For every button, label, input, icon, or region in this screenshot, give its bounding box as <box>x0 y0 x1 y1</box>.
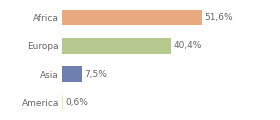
Text: 51,6%: 51,6% <box>204 13 233 22</box>
Bar <box>62 95 63 110</box>
Bar <box>62 38 171 54</box>
Text: 7,5%: 7,5% <box>84 70 107 79</box>
Bar <box>62 10 202 25</box>
Text: 0,6%: 0,6% <box>66 98 88 107</box>
Bar <box>62 66 82 82</box>
Text: 40,4%: 40,4% <box>174 41 202 50</box>
